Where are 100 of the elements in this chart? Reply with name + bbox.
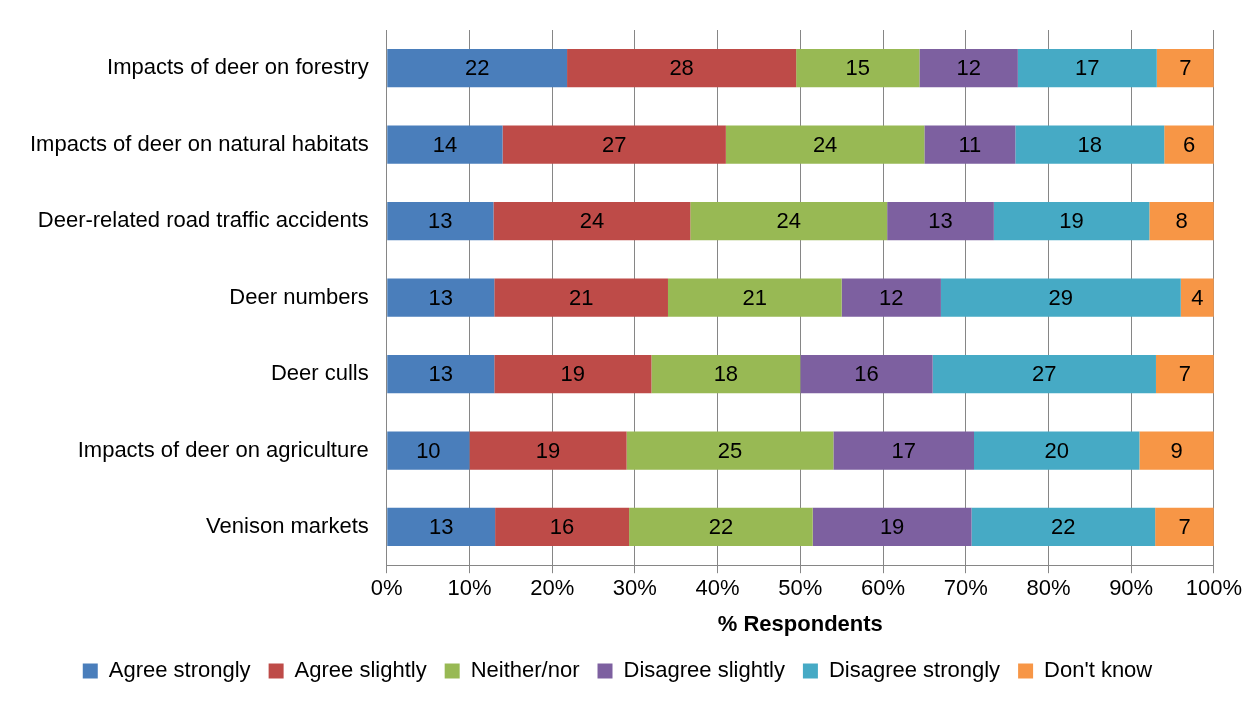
x-tick-label: 50% [778,575,823,601]
bar [971,507,1156,547]
data-label: 22 [464,55,490,81]
x-tick-label: 100% [1185,575,1243,601]
data-label: 24 [812,131,838,157]
bar [796,49,920,88]
data-label: 24 [776,208,801,234]
data-label: 18 [713,361,739,387]
bar [812,507,972,547]
data-label: 19 [560,361,586,387]
bar [1139,431,1214,470]
bar [651,354,801,394]
data-label: 12 [879,284,904,310]
bar [387,202,494,241]
data-label: 21 [742,284,768,310]
data-label: 27 [1032,361,1057,387]
bar [974,431,1140,470]
data-label: 10 [416,437,441,463]
x-tick-label: 90% [1109,575,1154,601]
y-tick-label: Deer numbers [229,283,369,309]
data-label: 19 [535,437,561,463]
bar [1149,202,1214,241]
bar [387,49,568,88]
bar [667,278,842,317]
data-label: 9 [1170,437,1183,463]
bar [469,431,627,470]
data-label: 25 [717,437,743,463]
x-tick-label: 80% [1026,575,1071,601]
bar [1164,125,1214,164]
bar [833,431,974,470]
data-label: 22 [1051,514,1076,540]
bar [502,125,726,164]
bar [725,125,925,164]
bar [493,202,691,241]
y-tick-label: Impacts of deer on forestry [107,54,369,80]
data-label: 7 [1179,55,1192,81]
data-label: 13 [428,284,454,310]
x-tick-label: 70% [943,575,988,601]
y-tick-label: Venison markets [206,513,369,539]
data-label: 15 [845,55,871,81]
bar [494,354,652,394]
x-tick-label: 40% [695,575,740,601]
bar [841,278,941,317]
data-label: 8 [1175,208,1188,234]
data-label: 28 [669,55,694,81]
data-label: 19 [1059,208,1084,234]
bar [690,202,888,241]
bar [1155,507,1214,547]
y-tick-label: Deer culls [270,360,369,386]
bar [387,354,495,394]
data-label: 13 [428,208,453,234]
bar [1015,125,1165,164]
data-label: 17 [891,437,916,463]
bar [387,431,470,470]
bar [1155,354,1214,394]
legend-label: Disagree strongly [828,657,1001,683]
bar [932,354,1156,394]
data-label: 20 [1044,437,1069,463]
bar [387,278,495,317]
data-label: 12 [956,55,981,81]
bar [919,49,1018,88]
data-label: 13 [928,208,953,234]
data-label: 7 [1178,514,1191,540]
y-tick-label: Impacts of deer on natural habitats [29,130,369,156]
x-tick-label: 30% [612,575,657,601]
data-label: 16 [854,361,879,387]
bar [387,507,496,547]
legend-label: Disagree slightly [623,657,785,683]
x-axis-title: % Respondents [717,610,883,636]
bar [629,507,813,547]
bar [495,507,630,547]
bar [800,354,933,394]
data-label: 13 [428,361,454,387]
bar [626,431,834,470]
data-label: 13 [428,514,454,540]
bar [567,49,797,88]
bar [1017,49,1157,88]
legend-label: Agree slightly [294,657,427,683]
data-label: 21 [568,284,594,310]
data-label: 27 [601,131,627,157]
data-label: 18 [1077,131,1103,157]
data-label: 6 [1182,131,1196,157]
legend-label: Don't know [1044,657,1153,683]
bar [1156,49,1214,88]
x-tick-label: 60% [861,575,906,601]
data-label: 4 [1191,284,1204,310]
data-label: 7 [1178,361,1192,387]
data-label: 11 [958,131,982,157]
y-tick-label: Deer-related road traffic accidents [37,207,369,233]
legend-label: Neither/nor [470,657,580,683]
bar [887,202,994,241]
legend-label: Agree strongly [108,657,251,683]
bar [1180,278,1214,317]
data-label: 17 [1075,55,1100,81]
data-label: 14 [432,131,458,157]
x-tick-label: 10% [447,575,492,601]
data-label: 22 [708,514,734,540]
bar [387,125,503,164]
data-label: 29 [1048,284,1074,310]
x-tick-label: 0% [370,575,403,601]
